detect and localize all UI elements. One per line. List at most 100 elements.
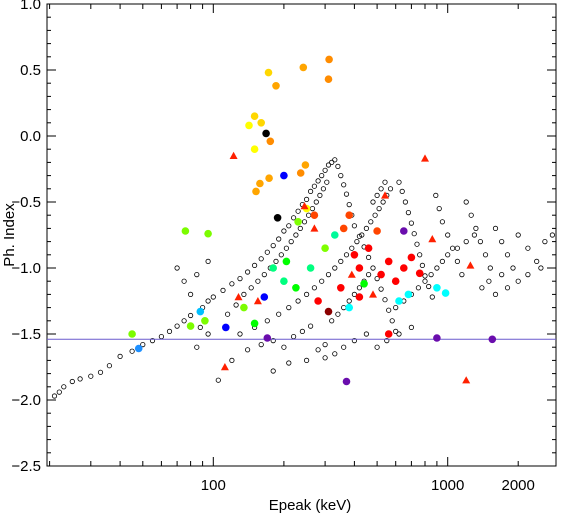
background-point	[486, 278, 492, 284]
highlight-triangle	[466, 261, 475, 269]
background-point	[454, 258, 460, 264]
background-point	[237, 331, 243, 337]
highlight-circle	[265, 174, 273, 182]
background-point	[276, 236, 282, 242]
background-point	[459, 271, 465, 278]
background-point	[338, 258, 344, 264]
background-point	[283, 245, 289, 251]
background-point	[322, 167, 328, 173]
background-point	[319, 173, 325, 179]
highlight-circle	[433, 334, 441, 342]
background-point	[229, 357, 235, 363]
background-point	[286, 360, 292, 366]
background-point	[324, 179, 330, 185]
background-point	[428, 271, 434, 278]
background-point	[286, 223, 292, 229]
background-point	[351, 291, 357, 297]
background-point	[194, 271, 200, 278]
highlight-circle	[134, 344, 143, 353]
highlight-circle	[263, 334, 272, 342]
background-point	[374, 275, 380, 282]
background-point	[205, 298, 211, 304]
background-point	[479, 285, 485, 291]
background-point	[370, 265, 376, 271]
background-point	[325, 162, 332, 168]
background-point	[181, 318, 187, 324]
highlight-triangle	[300, 202, 309, 210]
highlight-circle	[310, 211, 319, 219]
highlight-circle	[441, 289, 450, 297]
background-point	[492, 291, 499, 297]
background-point	[335, 311, 341, 317]
background-point	[174, 323, 180, 329]
background-point	[88, 373, 94, 379]
highlight-circle	[266, 137, 275, 146]
highlighted-points	[128, 55, 497, 386]
background-point	[205, 258, 211, 264]
plot-frame	[46, 3, 557, 467]
background-point	[288, 239, 294, 245]
highlight-circle	[400, 227, 408, 235]
highlight-circle	[256, 179, 264, 188]
background-point	[341, 344, 347, 350]
y-tick-label: −1.5	[11, 326, 41, 343]
background-point	[415, 285, 421, 291]
background-point	[349, 245, 355, 251]
background-point	[525, 245, 531, 251]
highlight-circle	[252, 187, 260, 196]
background-point	[445, 232, 451, 238]
background-point	[356, 285, 362, 291]
background-point	[273, 258, 279, 264]
background-point	[270, 243, 276, 249]
background-point	[363, 331, 369, 337]
background-point	[307, 188, 314, 194]
background-point	[329, 318, 335, 324]
x-axis-title: Epeak (keV)	[269, 497, 352, 514]
highlight-circle	[250, 112, 259, 120]
background-point	[468, 212, 474, 218]
highlight-circle	[196, 307, 205, 316]
background-point	[346, 298, 352, 304]
background-point	[380, 199, 386, 205]
background-point	[303, 357, 310, 363]
background-point	[315, 178, 321, 184]
highlight-circle	[373, 227, 381, 235]
x-tick-label: 2000	[502, 477, 535, 494]
highlight-circle	[282, 257, 291, 266]
background-point	[315, 347, 321, 353]
background-point	[463, 199, 469, 205]
y-tick-label: −0.5	[11, 194, 41, 211]
background-point	[382, 179, 388, 185]
highlight-circle	[273, 214, 282, 222]
highlight-circle	[321, 244, 329, 252]
background-point	[429, 294, 435, 300]
background-point	[225, 311, 231, 317]
background-point	[261, 271, 267, 278]
background-point	[372, 212, 378, 218]
highlight-circle	[269, 264, 278, 272]
background-point	[215, 377, 221, 383]
background-point	[436, 206, 442, 212]
background-point	[335, 163, 341, 169]
highlight-circle	[400, 264, 408, 272]
background-point	[281, 344, 287, 350]
highlight-circle	[296, 169, 305, 177]
background-point	[376, 206, 382, 212]
background-point	[351, 223, 357, 229]
highlight-circle	[245, 121, 253, 130]
background-point	[117, 353, 123, 359]
background-point	[445, 252, 451, 258]
background-point	[549, 232, 556, 238]
background-point	[264, 249, 270, 255]
background-point	[320, 186, 326, 192]
y-tick-label: 0.0	[20, 128, 41, 145]
background-point	[477, 239, 483, 245]
background-point	[322, 341, 328, 348]
background-point	[359, 232, 365, 238]
background-point	[363, 225, 369, 231]
background-point	[365, 254, 372, 260]
highlight-triangle	[220, 363, 229, 371]
background-point	[220, 287, 226, 293]
highlight-circle	[355, 264, 364, 272]
